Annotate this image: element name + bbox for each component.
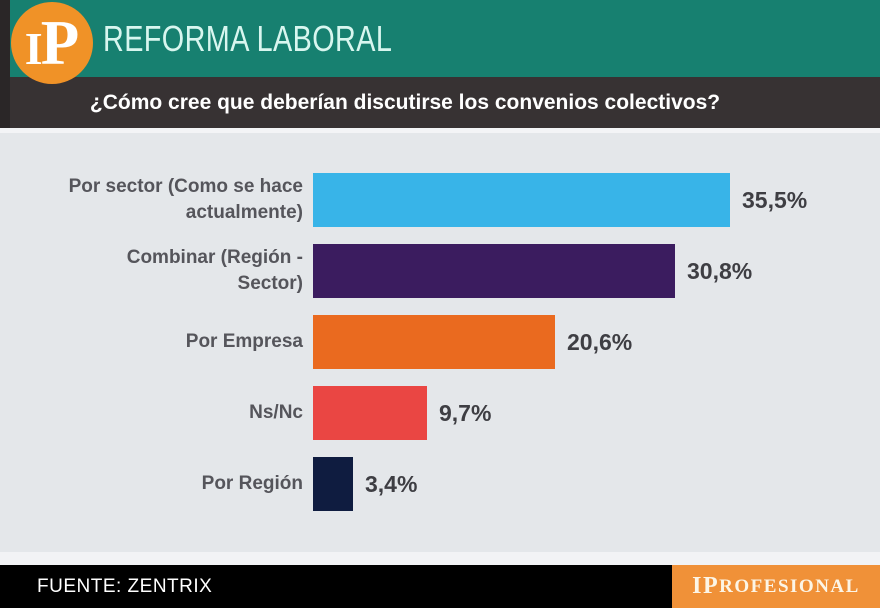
left-edge-strip bbox=[0, 0, 10, 128]
bar bbox=[313, 315, 555, 369]
category-label: Por Región bbox=[201, 473, 303, 494]
source-label: FUENTE: ZENTRIX bbox=[37, 575, 213, 597]
pre-footer-strip bbox=[0, 552, 880, 565]
category-label: Por sector (Como se hace actualmente) bbox=[68, 176, 303, 223]
iprofesional-logo: IP ROFESIONAL bbox=[672, 565, 880, 608]
chart-row: Por Empresa 20,6% bbox=[0, 315, 880, 369]
question-title: ¿Cómo cree que deberían discutirse los c… bbox=[0, 77, 880, 128]
ip-logo-letter-p: P bbox=[40, 8, 80, 78]
category-label: Por Empresa bbox=[185, 331, 303, 352]
brand-prefix: IP bbox=[692, 573, 720, 599]
bar bbox=[313, 173, 730, 227]
value-label: 30,8% bbox=[687, 257, 753, 284]
section-title: REFORMA LABORAL bbox=[103, 17, 393, 59]
footer-bar: FUENTE: ZENTRIX IP ROFESIONAL bbox=[0, 565, 880, 608]
value-label: 35,5% bbox=[742, 186, 808, 213]
value-label: 20,6% bbox=[567, 328, 633, 355]
bar bbox=[313, 386, 427, 440]
category-label: Combinar (Región - Sector) bbox=[126, 247, 303, 294]
chart-row: Por sector (Como se hace actualmente) 35,… bbox=[0, 173, 880, 227]
bar bbox=[313, 457, 353, 511]
ip-logo-letter-i: I bbox=[24, 23, 43, 74]
brand-suffix: ROFESIONAL bbox=[719, 575, 860, 597]
value-label: 9,7% bbox=[439, 399, 492, 426]
value-label: 3,4% bbox=[365, 470, 418, 497]
bar-chart: Por sector (Como se hace actualmente) 35,… bbox=[0, 128, 880, 552]
chart-row: Combinar (Región - Sector) 30,8% bbox=[0, 244, 880, 298]
category-label: Ns/Nc bbox=[249, 402, 303, 423]
chart-row: Por Región 3,4% bbox=[0, 457, 880, 511]
chart-row: Ns/Nc 9,7% bbox=[0, 386, 880, 440]
bar bbox=[313, 244, 675, 298]
